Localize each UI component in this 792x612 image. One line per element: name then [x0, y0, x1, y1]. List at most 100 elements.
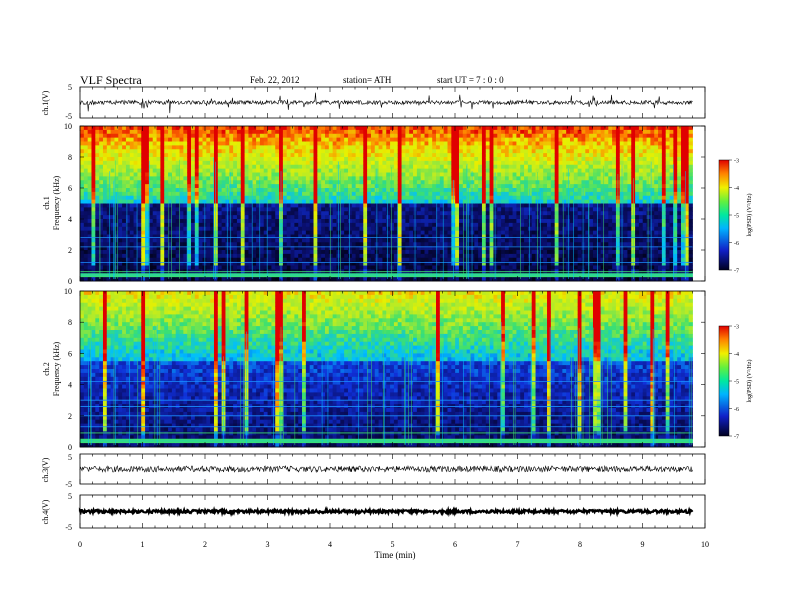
spectrogram-cell — [302, 261, 307, 266]
spectrogram-cell — [202, 160, 207, 166]
spectrogram-cell — [367, 137, 372, 142]
spectrogram-cell — [313, 160, 318, 166]
spectrogram-cell — [114, 149, 119, 154]
spectrogram-cell — [210, 157, 215, 162]
spectrogram-cell — [462, 246, 468, 251]
spectrogram-cell — [217, 149, 223, 154]
spectrogram-cell — [355, 126, 360, 131]
spectrogram-cell — [156, 253, 161, 259]
spectrogram-cell — [416, 176, 422, 181]
spectrogram-cell — [244, 211, 249, 216]
spectrogram-cell — [305, 238, 311, 243]
spectrogram-cell — [309, 277, 314, 282]
spectrogram-cell — [355, 172, 360, 177]
spectrogram-cell — [451, 160, 456, 166]
spectrogram-cell — [405, 168, 410, 173]
spectrogram-cell — [110, 215, 115, 220]
spectrogram-cell — [363, 188, 368, 193]
spectrogram-cell — [516, 145, 521, 150]
spectrogram-cell — [543, 126, 548, 131]
spectrogram-cell — [447, 129, 452, 135]
spectrogram-cell — [129, 277, 134, 282]
spectrogram-cell — [481, 219, 487, 224]
spectrogram-cell — [213, 215, 219, 220]
spectrogram-cell — [397, 277, 402, 282]
spectrogram-cell — [294, 188, 299, 193]
spectrogram-cell — [321, 191, 326, 197]
spectrogram-cell — [191, 157, 196, 162]
spectrogram-cell — [455, 261, 460, 266]
spectrogram-cell — [183, 207, 188, 212]
spectrogram-cell — [547, 219, 552, 224]
spectrogram-cell — [447, 180, 452, 185]
spectrogram-cell — [351, 133, 357, 139]
spectrogram-cell — [133, 129, 138, 135]
spectrogram-cell — [229, 153, 234, 158]
spectrogram-cell — [347, 211, 353, 216]
spectrogram-cell — [80, 265, 85, 270]
spectrogram-cell — [321, 253, 326, 259]
spectrogram-cell — [485, 265, 491, 270]
spectrogram-cell — [539, 226, 544, 232]
spectrogram-cell — [179, 257, 184, 263]
spectrogram-cell — [244, 145, 249, 150]
spectrogram-cell — [527, 149, 533, 154]
spectrogram-cell — [355, 195, 360, 201]
spectrogram-cell — [194, 137, 200, 142]
spectrogram-cell — [455, 203, 460, 208]
spectrogram-cell — [405, 126, 410, 131]
spectrogram-cell — [409, 172, 414, 177]
spectrogram-cell — [424, 172, 429, 177]
spectrogram-cell — [340, 133, 345, 139]
spectrogram-cell — [152, 176, 157, 181]
spectrogram-cell — [279, 145, 284, 150]
spectrogram-cell — [298, 219, 303, 224]
spectrogram-cell — [240, 157, 246, 162]
spectrogram-cell — [443, 250, 448, 255]
spectrogram-cell — [378, 265, 383, 270]
spectrogram-cell — [99, 153, 104, 158]
spectrogram-cell — [539, 133, 544, 139]
spectrogram-cell — [309, 215, 314, 220]
spectrogram-cell — [413, 172, 418, 177]
spectrogram-cell — [110, 180, 115, 185]
spectrogram-cell — [275, 164, 280, 170]
spectrogram-cell — [202, 172, 207, 177]
spectrogram-cell — [99, 172, 104, 177]
spectrogram-cell — [516, 126, 521, 131]
spectrogram-cell — [351, 168, 357, 173]
spectrogram-cell — [443, 253, 448, 259]
spectrogram-cell — [382, 157, 387, 162]
spectrogram-cell — [520, 199, 525, 204]
spectrogram-cell — [332, 277, 337, 282]
spectrogram-cell — [83, 184, 89, 189]
spectrogram-cell — [145, 238, 150, 243]
spectrogram-cell — [516, 176, 521, 181]
spectrogram-cell — [286, 257, 291, 263]
spectrogram-cell — [520, 145, 525, 150]
spectrogram-cell — [302, 145, 307, 150]
spectrogram-cell — [543, 199, 548, 204]
spectrogram-cell — [497, 191, 502, 197]
spectrogram-cell — [409, 137, 414, 142]
spectrogram-cell — [210, 211, 215, 216]
spectrogram-cell — [122, 126, 127, 131]
spectrogram-cell — [344, 141, 349, 146]
spectrogram-cell — [420, 195, 425, 201]
spectrogram-cell — [229, 253, 234, 259]
spectrogram-cell — [99, 273, 104, 278]
spectrogram-cell — [409, 129, 414, 135]
spectrogram-cell — [118, 191, 123, 197]
spectrogram-cell — [493, 153, 498, 158]
spectrogram-cell — [91, 238, 96, 243]
spectrogram-cell — [493, 261, 498, 266]
spectrogram-cell — [164, 215, 169, 220]
spectrogram-cell — [171, 207, 177, 212]
spectrogram-cell — [489, 188, 494, 193]
spectrogram-cell — [187, 176, 192, 181]
spectrogram-cell — [493, 257, 498, 263]
spectrogram-cell — [275, 149, 280, 154]
spectrogram-cell — [458, 238, 464, 243]
spectrogram-cell — [102, 145, 108, 150]
spectrogram-cell — [351, 234, 357, 239]
